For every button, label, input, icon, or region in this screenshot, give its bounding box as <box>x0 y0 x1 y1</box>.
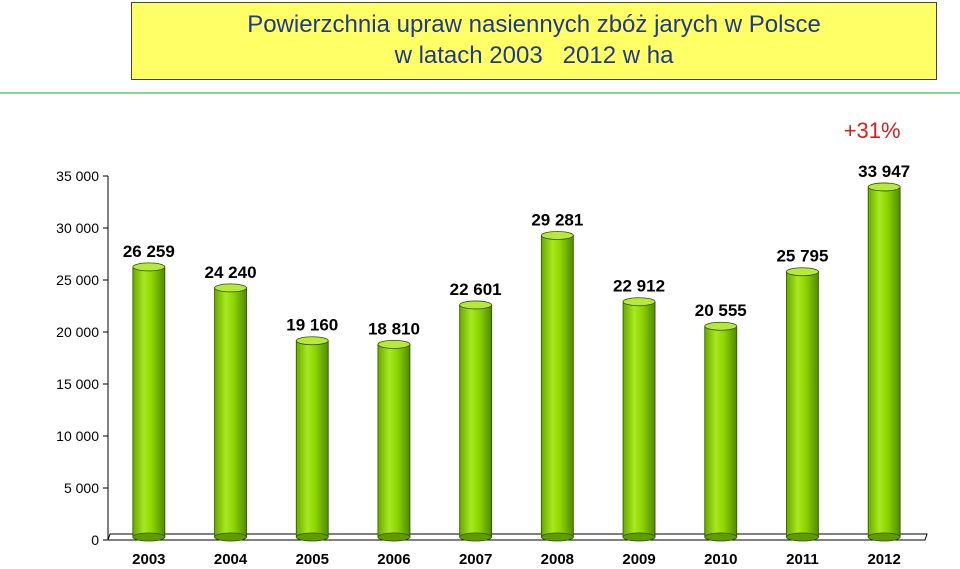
bar-base <box>214 532 247 542</box>
chart-title-box: Powierzchnia upraw nasiennych zbóż jaryc… <box>131 2 937 80</box>
bar-top <box>377 339 411 349</box>
bar-body <box>132 266 166 538</box>
divider-line <box>0 92 960 94</box>
x-tick-label: 2005 <box>296 551 329 568</box>
bar-body <box>786 271 819 538</box>
bar-top <box>704 321 738 331</box>
bar-base <box>377 532 411 542</box>
bar-top <box>622 297 656 307</box>
y-tick-label: 15 000 <box>56 376 99 392</box>
bar <box>459 300 493 542</box>
bar <box>132 262 166 542</box>
bar-top <box>132 262 166 272</box>
labels-layer: 2003 2004 2005 2006 2007 2008 2009 2010 2011 2012… <box>123 118 910 568</box>
bar-top <box>786 267 819 277</box>
bar-base <box>459 532 493 542</box>
bar-body <box>540 235 574 538</box>
bar <box>786 267 819 542</box>
bar-body <box>377 343 411 538</box>
bar-body <box>214 287 247 538</box>
data-label: 26 259 <box>123 242 175 261</box>
bar-top <box>867 182 901 192</box>
x-tick-label: 2011 <box>786 551 819 568</box>
chart-subtitle: w latach 2003 2012 w ha <box>394 42 674 69</box>
bar <box>214 283 247 542</box>
y-tick-label: 35 000 <box>56 168 99 184</box>
data-label: 18 810 <box>368 319 420 338</box>
bar-base <box>132 532 166 542</box>
bar-body <box>459 304 493 538</box>
x-tick-label: 2006 <box>377 551 410 568</box>
bar-body <box>295 340 329 538</box>
y-tick-label: 0 <box>91 532 99 548</box>
x-tick-label: 2012 <box>867 551 900 568</box>
bar <box>622 297 656 542</box>
y-tick-label: 30 000 <box>56 220 99 236</box>
bar-base <box>704 532 738 542</box>
bar <box>295 336 329 542</box>
bar-top <box>540 231 574 240</box>
data-label: 24 240 <box>205 263 257 282</box>
y-tick-label: 10 000 <box>56 428 99 444</box>
bar <box>704 321 738 542</box>
y-tick-label: 25 000 <box>56 272 99 288</box>
x-tick-label: 2010 <box>704 551 737 568</box>
bar-body <box>622 301 656 538</box>
data-label: 33 947 <box>858 162 910 181</box>
data-label: 25 795 <box>776 247 828 266</box>
bar-top <box>459 300 493 310</box>
x-tick-label: 2007 <box>459 551 492 568</box>
bar-body <box>704 325 738 538</box>
bar <box>540 231 574 542</box>
change-annotation: +31% <box>844 118 901 143</box>
x-tick-label: 2008 <box>541 551 574 568</box>
data-label: 29 281 <box>531 210 583 229</box>
data-label: 20 555 <box>695 301 747 320</box>
x-tick-label: 2009 <box>622 551 655 568</box>
x-tick-label: 2004 <box>214 551 248 568</box>
data-label: 22 912 <box>613 277 665 296</box>
y-tick-label: 20 000 <box>56 324 99 340</box>
bar-body <box>867 186 901 538</box>
x-tick-label: 2003 <box>132 551 165 568</box>
bar-top <box>214 283 247 293</box>
bar-base <box>867 532 901 542</box>
bar <box>377 339 411 542</box>
chart-title: Powierzchnia upraw nasiennych zbóż jaryc… <box>247 11 821 38</box>
bar-base <box>540 532 574 542</box>
bars-layer <box>132 182 901 542</box>
bar-base <box>786 532 819 542</box>
bar-base <box>295 532 329 542</box>
bar <box>867 182 901 542</box>
bar-base <box>622 532 656 542</box>
data-label: 19 160 <box>286 316 338 335</box>
bar-top <box>295 336 329 346</box>
data-label: 22 601 <box>450 280 502 299</box>
y-tick-label: 5 000 <box>64 480 99 496</box>
